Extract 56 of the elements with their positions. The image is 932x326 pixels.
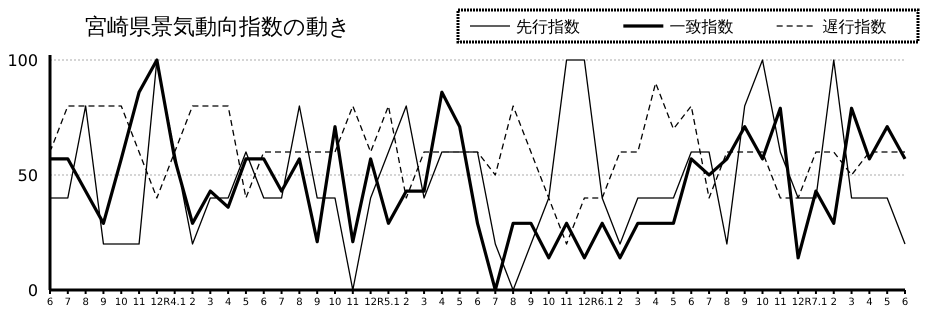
x-tick-label: 2 [403, 297, 410, 308]
x-tick-label: 6 [260, 297, 267, 308]
x-tick-label: 7 [278, 297, 285, 308]
x-tick-label: R5.1 [377, 297, 400, 308]
x-tick-label: 10 [756, 297, 769, 308]
x-tick-label: 9 [528, 297, 534, 308]
x-tick-label: 4 [224, 297, 232, 308]
y-tick-label: 100 [7, 51, 38, 70]
x-tick-label: 2 [189, 297, 196, 308]
x-tick-label: 3 [207, 297, 214, 308]
x-tick-label: R7.1 [804, 297, 828, 308]
x-tick-label: 5 [670, 297, 677, 308]
x-tick-label: 10 [114, 297, 128, 308]
x-tick-label: 6 [474, 297, 481, 308]
x-tick-label: 9 [742, 297, 748, 308]
x-tick-label: 8 [724, 297, 730, 308]
x-tick-label: 8 [510, 297, 516, 308]
legend-label: 先行指数 [516, 17, 580, 36]
x-tick-label: 6 [46, 297, 54, 308]
x-tick-label: 3 [848, 297, 855, 308]
x-tick-label: 10 [542, 297, 556, 308]
x-tick-label: R6.1 [590, 297, 614, 308]
x-tick-label: 8 [82, 297, 89, 308]
x-tick-label: 11 [346, 297, 360, 308]
x-tick-label: 2 [616, 297, 624, 308]
x-tick-label: 11 [774, 297, 787, 308]
x-tick-label: 11 [132, 297, 146, 308]
legend-label: 一致指数 [669, 17, 734, 36]
x-tick-label: R4.1 [163, 297, 186, 308]
x-tick-label: 5 [242, 297, 250, 308]
x-tick-label: 6 [902, 297, 908, 308]
x-tick-label: 12 [150, 297, 164, 308]
x-tick-label: 6 [688, 297, 694, 308]
legend-label: 遅行指数 [822, 17, 887, 36]
y-tick-label: 0 [28, 281, 38, 300]
x-tick-label: 4 [438, 297, 446, 308]
x-tick-label: 4 [866, 297, 873, 308]
x-tick-label: 9 [100, 297, 107, 308]
x-tick-label: 4 [652, 297, 659, 308]
chart-title: 宮崎県景気動向指数の動き [85, 15, 351, 40]
x-tick-label: 11 [560, 297, 573, 308]
x-tick-label: 12 [792, 297, 804, 308]
x-tick-label: 7 [706, 297, 712, 308]
x-tick-label: 10 [328, 297, 342, 308]
x-tick-label: 7 [492, 297, 498, 308]
y-tick-label: 50 [18, 166, 38, 185]
x-tick-label: 8 [296, 297, 303, 308]
x-tick-label: 2 [830, 297, 837, 308]
x-tick-label: 7 [64, 297, 71, 308]
x-tick-label: 5 [456, 297, 463, 308]
x-tick-label: 3 [420, 297, 428, 308]
x-tick-label: 9 [314, 297, 320, 308]
x-tick-label: 5 [884, 297, 890, 308]
x-tick-label: 3 [634, 297, 641, 308]
x-tick-label: 12 [364, 297, 377, 308]
x-tick-label: 12 [578, 297, 591, 308]
